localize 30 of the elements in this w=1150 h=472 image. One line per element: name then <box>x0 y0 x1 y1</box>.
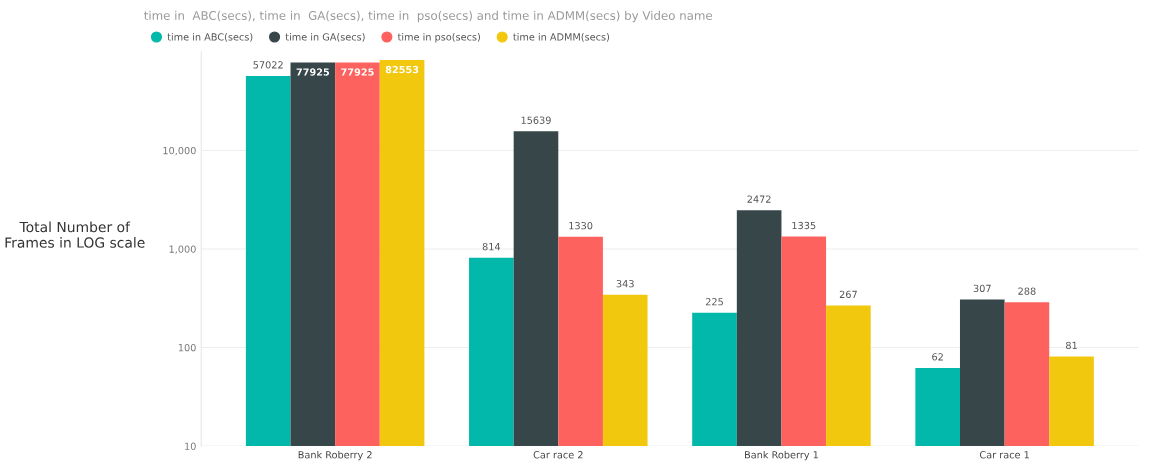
data-label: 814 <box>482 242 501 251</box>
legend-label: time in ABC(secs) <box>167 33 253 42</box>
data-label: 1330 <box>569 221 593 230</box>
data-label: 1335 <box>792 221 816 230</box>
data-label: 77925 <box>341 68 374 76</box>
y-tick-label: 10,000 <box>163 146 196 156</box>
y-axis-title: Total Number of Frames in LOG scale <box>5 221 145 248</box>
data-label: 15639 <box>521 116 551 124</box>
x-tick-label: Car race 1 <box>979 451 1029 459</box>
legend-label: time in GA(secs) <box>285 33 365 42</box>
data-label: 343 <box>616 279 634 288</box>
x-tick-label: Car race 2 <box>533 451 583 459</box>
data-label: 62 <box>932 353 943 361</box>
y-tick-label: 10 <box>185 442 196 450</box>
legend-label: time in ADMM(secs) <box>513 33 610 42</box>
data-label: 77925 <box>296 68 330 76</box>
data-label: 81 <box>1066 341 1077 350</box>
y-tick-label: 100 <box>178 343 196 352</box>
data-label: 288 <box>1018 287 1036 295</box>
data-label: 307 <box>973 284 991 293</box>
legend-label: time in pso(secs) <box>397 33 480 43</box>
chart-title: time in ABC(secs), time in GA(secs), time in pso(secs) and time in ADMM(secs) by Video name <box>144 10 713 23</box>
data-label: 82553 <box>385 65 419 74</box>
x-tick-label: Bank Roberry 2 <box>298 450 372 461</box>
data-label: 2472 <box>747 195 771 203</box>
data-label: 225 <box>705 298 723 306</box>
data-label: 57022 <box>253 61 283 69</box>
data-label: 267 <box>839 290 857 299</box>
y-tick-label: 1,000 <box>169 245 196 254</box>
x-tick-label: Bank Roberry 1 <box>745 450 818 461</box>
